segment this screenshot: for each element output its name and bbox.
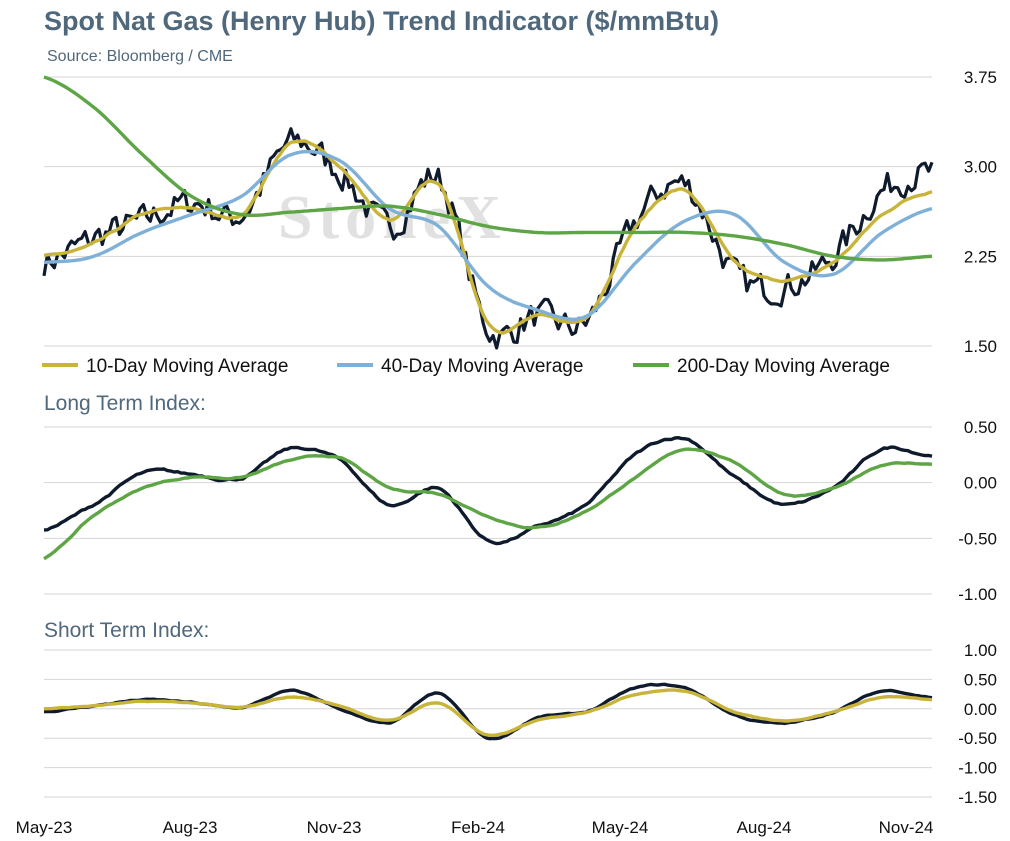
x-tick-label: Aug-23 [163, 818, 218, 837]
y-tick-label: 3.00 [964, 158, 997, 177]
legend: 10-Day Moving Average 40-Day Moving Avera… [42, 356, 890, 377]
x-tick-label: Aug-24 [737, 818, 792, 837]
x-tick-label: May-24 [592, 818, 649, 837]
y-tick-label: 1.00 [964, 641, 997, 660]
y-tick-label: 0.50 [964, 670, 997, 689]
short-term-index-title: Short Term Index: [44, 619, 210, 642]
y-tick-label: -1.00 [958, 759, 997, 778]
y-tick-label: 0.00 [964, 700, 997, 719]
x-tick-label: Feb-24 [451, 818, 505, 837]
y-tick-label: -0.50 [958, 729, 997, 748]
series-line-index [43, 436, 933, 546]
y-tick-label: -1.50 [958, 788, 997, 807]
y-tick-label: -0.50 [958, 529, 997, 548]
legend-label: 200-Day Moving Average [677, 356, 890, 377]
legend-label: 10-Day Moving Average [86, 356, 288, 377]
x-tick-label: May-23 [16, 818, 73, 837]
x-tick-label: Nov-24 [879, 818, 934, 837]
y-tick-label: -1.00 [958, 585, 997, 604]
tick-labels: 3.75 3.00 2.25 1.50 0.50 0.00 -0.50 -1.00 1.00 0.… [16, 68, 997, 837]
series-layer [42, 75, 934, 741]
y-tick-label: 3.75 [964, 68, 997, 87]
y-tick-label: 0.00 [964, 474, 997, 493]
y-tick-label: 2.25 [964, 247, 997, 266]
series-line-spot [42, 127, 934, 350]
series-line-10-day-moving-average [43, 139, 933, 335]
series-line-signal [43, 688, 933, 737]
long-term-index-title: Long Term Index: [44, 392, 206, 415]
gridlines [44, 76, 932, 798]
chart-title: Spot Nat Gas (Henry Hub) Trend Indicator… [44, 6, 720, 36]
series-line-signal [43, 447, 933, 561]
series-line-index [43, 682, 933, 741]
x-tick-label: Nov-23 [307, 818, 362, 837]
chart-source: Source: Bloomberg / CME [47, 48, 233, 65]
series-line-200-day-moving-average [43, 75, 933, 262]
legend-label: 40-Day Moving Average [381, 356, 583, 377]
y-tick-label: 1.50 [964, 337, 997, 356]
series-line-40-day-moving-average [43, 149, 933, 321]
y-tick-label: 0.50 [964, 418, 997, 437]
